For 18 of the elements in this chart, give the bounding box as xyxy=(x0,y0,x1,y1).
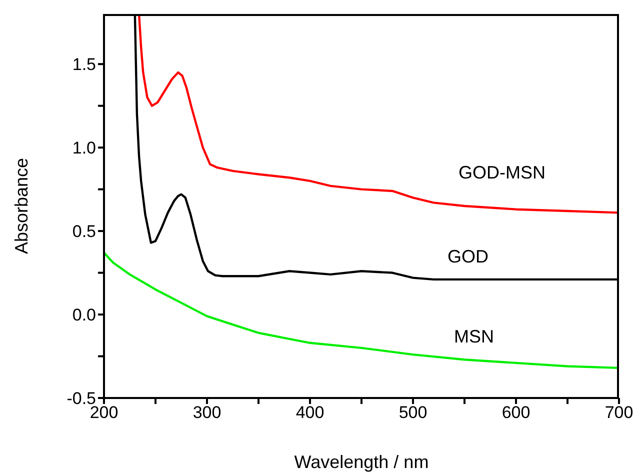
x-tick-label: 400 xyxy=(296,403,324,422)
x-tick-label: 300 xyxy=(192,403,222,422)
y-tick-label: 1.5 xyxy=(72,55,96,74)
x-tick-label: 600 xyxy=(502,403,530,422)
x-tick-label: 500 xyxy=(398,403,428,422)
y-tick-label: 0.0 xyxy=(72,306,96,325)
series-label: GOD-MSN xyxy=(458,162,546,184)
line-series xyxy=(104,252,619,370)
y-tick-label: 1.0 xyxy=(72,138,96,158)
y-axis-title: Absorbance xyxy=(12,158,32,254)
line-series xyxy=(134,14,619,281)
x-tick-label: 700 xyxy=(604,403,634,422)
series-label: MSN xyxy=(454,326,494,348)
x-tick-label: 200 xyxy=(90,403,118,422)
x-axis-title: Wavelength / nm xyxy=(294,452,429,473)
series-label: GOD xyxy=(447,246,489,268)
line-series xyxy=(138,14,619,214)
y-tick-label: 0.5 xyxy=(72,222,96,242)
